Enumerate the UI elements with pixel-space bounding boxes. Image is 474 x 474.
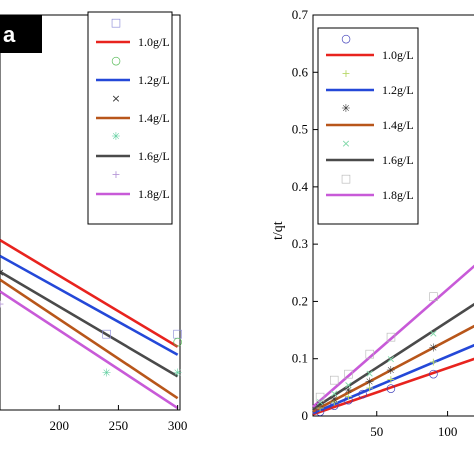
data-point: □: [315, 390, 325, 403]
data-points-right: ○ ○ ○ ○ ○○+ + ++++✳ ✳✳✳✳✳××××××□□ □□□□: [315, 290, 439, 418]
legend-marker: □: [341, 172, 351, 185]
data-point: ○: [429, 367, 439, 380]
panel-label-box: [0, 15, 42, 53]
series-line-1.8: [0, 290, 179, 410]
legend-label: 1.2g/L: [138, 73, 170, 87]
data-point: ×: [330, 387, 339, 400]
series-line-1.2: [312, 343, 474, 415]
data-point: ×: [344, 378, 353, 391]
x-axis-ticks-left: 200 250 300: [49, 405, 187, 433]
data-point: +: [344, 390, 353, 403]
data-point: □: [101, 327, 111, 340]
y-tick-label: 0.6: [292, 64, 309, 79]
data-point: ○: [173, 335, 183, 348]
x-tick-label: 50: [370, 424, 383, 439]
series-line-1.6: [0, 270, 179, 378]
y-tick-label: 0.2: [292, 293, 308, 308]
data-point: □: [364, 347, 374, 360]
data-point: ✳: [365, 376, 374, 389]
legend-right: ○ 1.0g/L +1.2g/L ✳ 1.4g/L × 1.6g/L □ 1.8g/L: [317, 27, 419, 225]
chart-left-panel: a □1.0g/L○1.2g/L×1.4g/L✳1.6g/L+1.8g/L □ □…: [0, 11, 187, 433]
x-tick-label: 100: [438, 424, 458, 439]
x-tick-label: 300: [168, 418, 188, 433]
data-points-left: □□○✳✳+×: [0, 266, 183, 380]
data-point: +: [365, 381, 374, 394]
data-point: ×: [429, 327, 438, 340]
data-point: ✳: [429, 341, 438, 354]
data-point: +: [315, 401, 324, 414]
data-point: +: [330, 396, 339, 409]
data-point: ○: [358, 387, 368, 400]
series-lines-left: [0, 239, 179, 410]
data-point: ○: [329, 399, 339, 412]
data-point: □: [386, 330, 396, 343]
legend-label: 1.4g/L: [138, 111, 170, 125]
data-point: +: [386, 373, 395, 386]
y-tick-label: 0.1: [292, 351, 308, 366]
data-point: ✳: [173, 366, 182, 379]
series-line-1.6: [312, 302, 474, 411]
x-tick-label: 250: [109, 418, 129, 433]
data-point: ×: [0, 266, 5, 279]
legend-label: 1.0g/L: [382, 48, 414, 62]
legend-label: 1.4g/L: [382, 118, 414, 132]
legend-marker: +: [111, 168, 120, 181]
panel-label: a: [3, 22, 16, 47]
data-point: ✳: [344, 384, 353, 397]
data-point: ×: [386, 353, 395, 366]
y-tick-label: 0.4: [292, 179, 309, 194]
data-point: ○: [315, 404, 325, 417]
x-tick-label: 200: [49, 418, 69, 433]
series-line-1.8: [312, 264, 474, 408]
legend-marker: □: [111, 16, 121, 29]
legend-marker: ○: [111, 54, 121, 67]
data-point: □: [172, 327, 182, 340]
y-tick-label: 0.7: [292, 7, 309, 22]
series-line-1.2: [0, 254, 179, 356]
data-point: +: [429, 356, 438, 369]
y-tick-label: 0.3: [292, 236, 308, 251]
legend-label: 1.0g/L: [138, 35, 170, 49]
legend-marker: ×: [341, 137, 350, 150]
legend-marker: ×: [111, 92, 120, 105]
data-point: ○: [344, 393, 354, 406]
data-point: ✳: [102, 366, 111, 379]
y-axis-ticks-right: 0 0.1 0.2 0.3 0.4 0.5 0.6 0.7: [292, 7, 318, 423]
series-line-1.0: [312, 357, 474, 416]
data-point: ×: [315, 396, 324, 409]
legend-label: 1.6g/L: [382, 153, 414, 167]
legend-marker: +: [341, 67, 350, 80]
x-axis-ticks-right: 50 100: [370, 411, 457, 439]
series-line-1.4: [0, 278, 179, 400]
y-tick-label: 0: [302, 408, 309, 423]
data-point: □: [329, 373, 339, 386]
data-point: □: [343, 367, 353, 380]
series-line-1.0: [0, 239, 179, 348]
legend-label: 1.6g/L: [138, 149, 170, 163]
series-line-1.4: [312, 324, 474, 413]
data-point: +: [0, 297, 5, 310]
y-tick-label: 0.5: [292, 122, 308, 137]
legend-marker: ✳: [341, 102, 350, 115]
legend-marker: ✳: [111, 130, 120, 143]
legend-label: 1.2g/L: [382, 83, 414, 97]
data-point: ×: [365, 367, 374, 380]
chart-right-panel: t/qt 00.10.20.30.40.50.60.7 50 100 ○ ○ ○ ○ ○○…: [271, 7, 474, 439]
legend-label: 1.8g/L: [138, 187, 170, 201]
data-point: ○: [386, 381, 396, 394]
legend-marker: ○: [341, 32, 351, 45]
data-point: ✳: [386, 364, 395, 377]
legend-left: □ 1.0g/L ○ 1.2g/L × 1.4g/L ✳ 1.6g/L +1.8g/L: [87, 11, 173, 225]
data-point: □: [428, 290, 438, 303]
data-point: ✳: [315, 399, 324, 412]
y-axis-label-right: t/qt: [271, 221, 286, 240]
data-point: ✳: [330, 393, 339, 406]
legend-label: 1.8g/L: [382, 188, 414, 202]
series-lines-right: [312, 264, 474, 416]
